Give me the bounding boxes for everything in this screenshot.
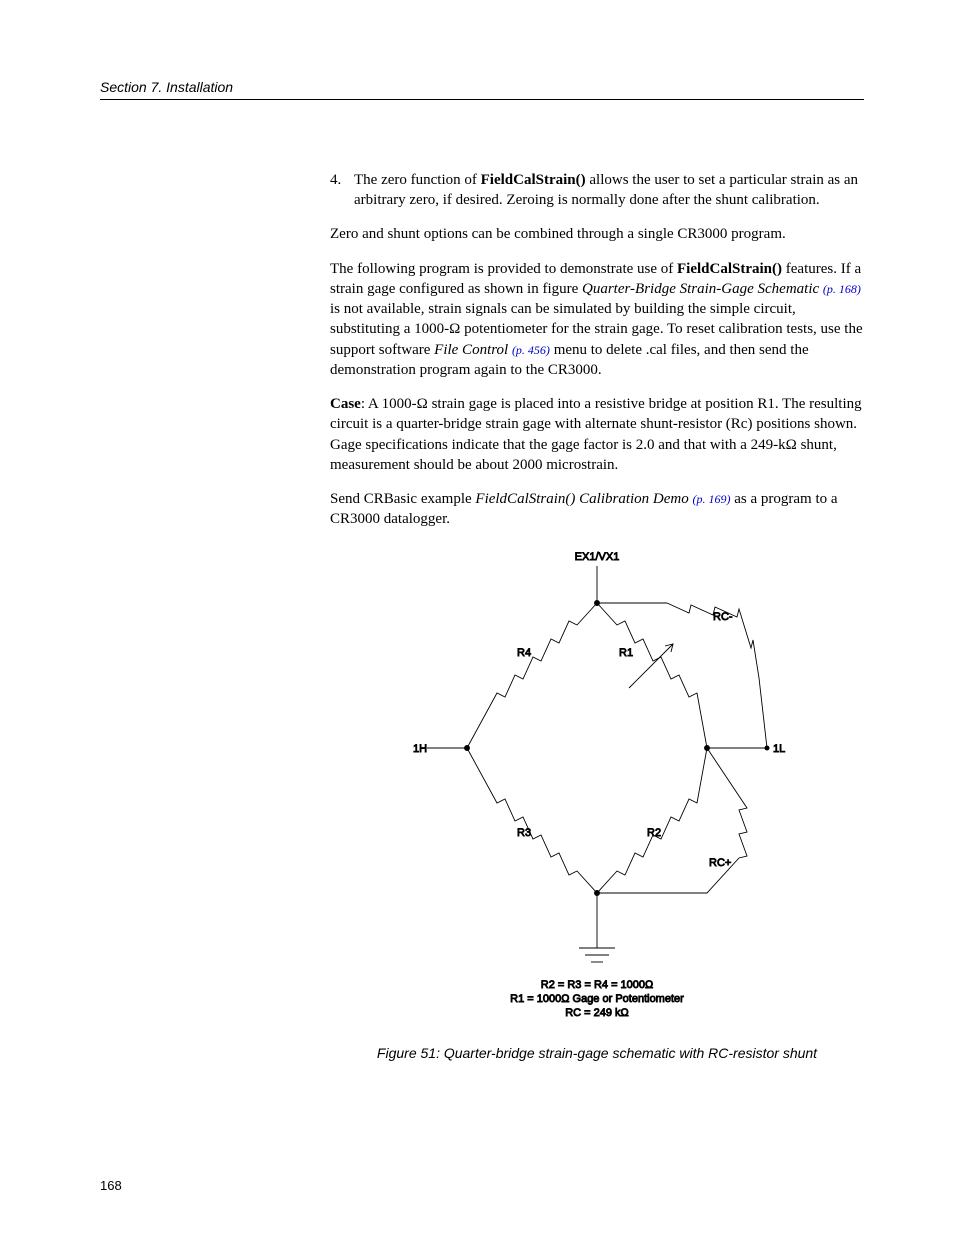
label-rc-minus: RC- (713, 611, 733, 623)
label-1h: 1H (413, 743, 427, 755)
paragraph-program-intro: The following program is provided to dem… (330, 259, 864, 381)
text: Send CRBasic example (330, 491, 475, 507)
paragraph-zero-shunt: Zero and shunt options can be combined t… (330, 224, 864, 244)
code-ref: FieldCalStrain() (677, 261, 782, 277)
text: : A 1000-Ω strain gage is placed into a … (330, 396, 862, 473)
label-r1: R1 (619, 647, 633, 659)
running-header: Section 7. Installation (100, 78, 864, 100)
label-r3: R3 (517, 827, 531, 839)
text: The following program is provided to dem… (330, 261, 677, 277)
text: The zero function of (354, 172, 481, 188)
body-content: 4. The zero function of FieldCalStrain()… (330, 170, 864, 1063)
label-r2: R2 (647, 827, 661, 839)
page-ref-link[interactable]: (p. 169) (692, 492, 730, 506)
figure-spec-line2: R1 = 1000Ω Gage or Potentiometer (510, 993, 684, 1005)
figure-51: EX1/VX1 RC- (330, 548, 864, 1063)
figure-caption: Figure 51: Quarter-bridge strain-gage sc… (330, 1044, 864, 1063)
paragraph-case: Case: A 1000-Ω strain gage is placed int… (330, 394, 864, 475)
software-ref: File Control (434, 342, 512, 358)
schematic-svg: EX1/VX1 RC- (407, 548, 787, 1028)
list-number: 4. (330, 170, 354, 211)
label-r4: R4 (517, 647, 531, 659)
figure-spec-line3: RC = 249 kΩ (565, 1007, 629, 1019)
label-ex1vx1: EX1/VX1 (575, 551, 620, 563)
label-rc-plus: RC+ (709, 857, 731, 869)
list-item-4: 4. The zero function of FieldCalStrain()… (330, 170, 864, 211)
case-label: Case (330, 396, 361, 412)
page-number: 168 (100, 1177, 122, 1195)
list-item-text: The zero function of FieldCalStrain() al… (354, 170, 864, 211)
label-1l: 1L (773, 743, 785, 755)
paragraph-send-example: Send CRBasic example FieldCalStrain() Ca… (330, 489, 864, 530)
example-ref: FieldCalStrain() Calibration Demo (475, 491, 692, 507)
page-ref-link[interactable]: (p. 168) (823, 282, 861, 296)
page-ref-link[interactable]: (p. 456) (512, 343, 550, 357)
code-ref: FieldCalStrain() (481, 172, 586, 188)
figure-spec-line1: R2 = R3 = R4 = 1000Ω (541, 979, 654, 991)
figure-ref: Quarter-Bridge Strain-Gage Schematic (582, 281, 823, 297)
